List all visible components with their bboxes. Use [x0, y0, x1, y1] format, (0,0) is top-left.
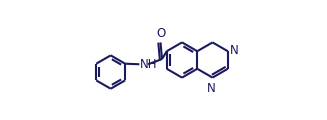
Text: NH: NH [140, 58, 158, 71]
Text: N: N [207, 82, 216, 95]
Text: O: O [156, 27, 165, 40]
Text: N: N [230, 44, 238, 57]
